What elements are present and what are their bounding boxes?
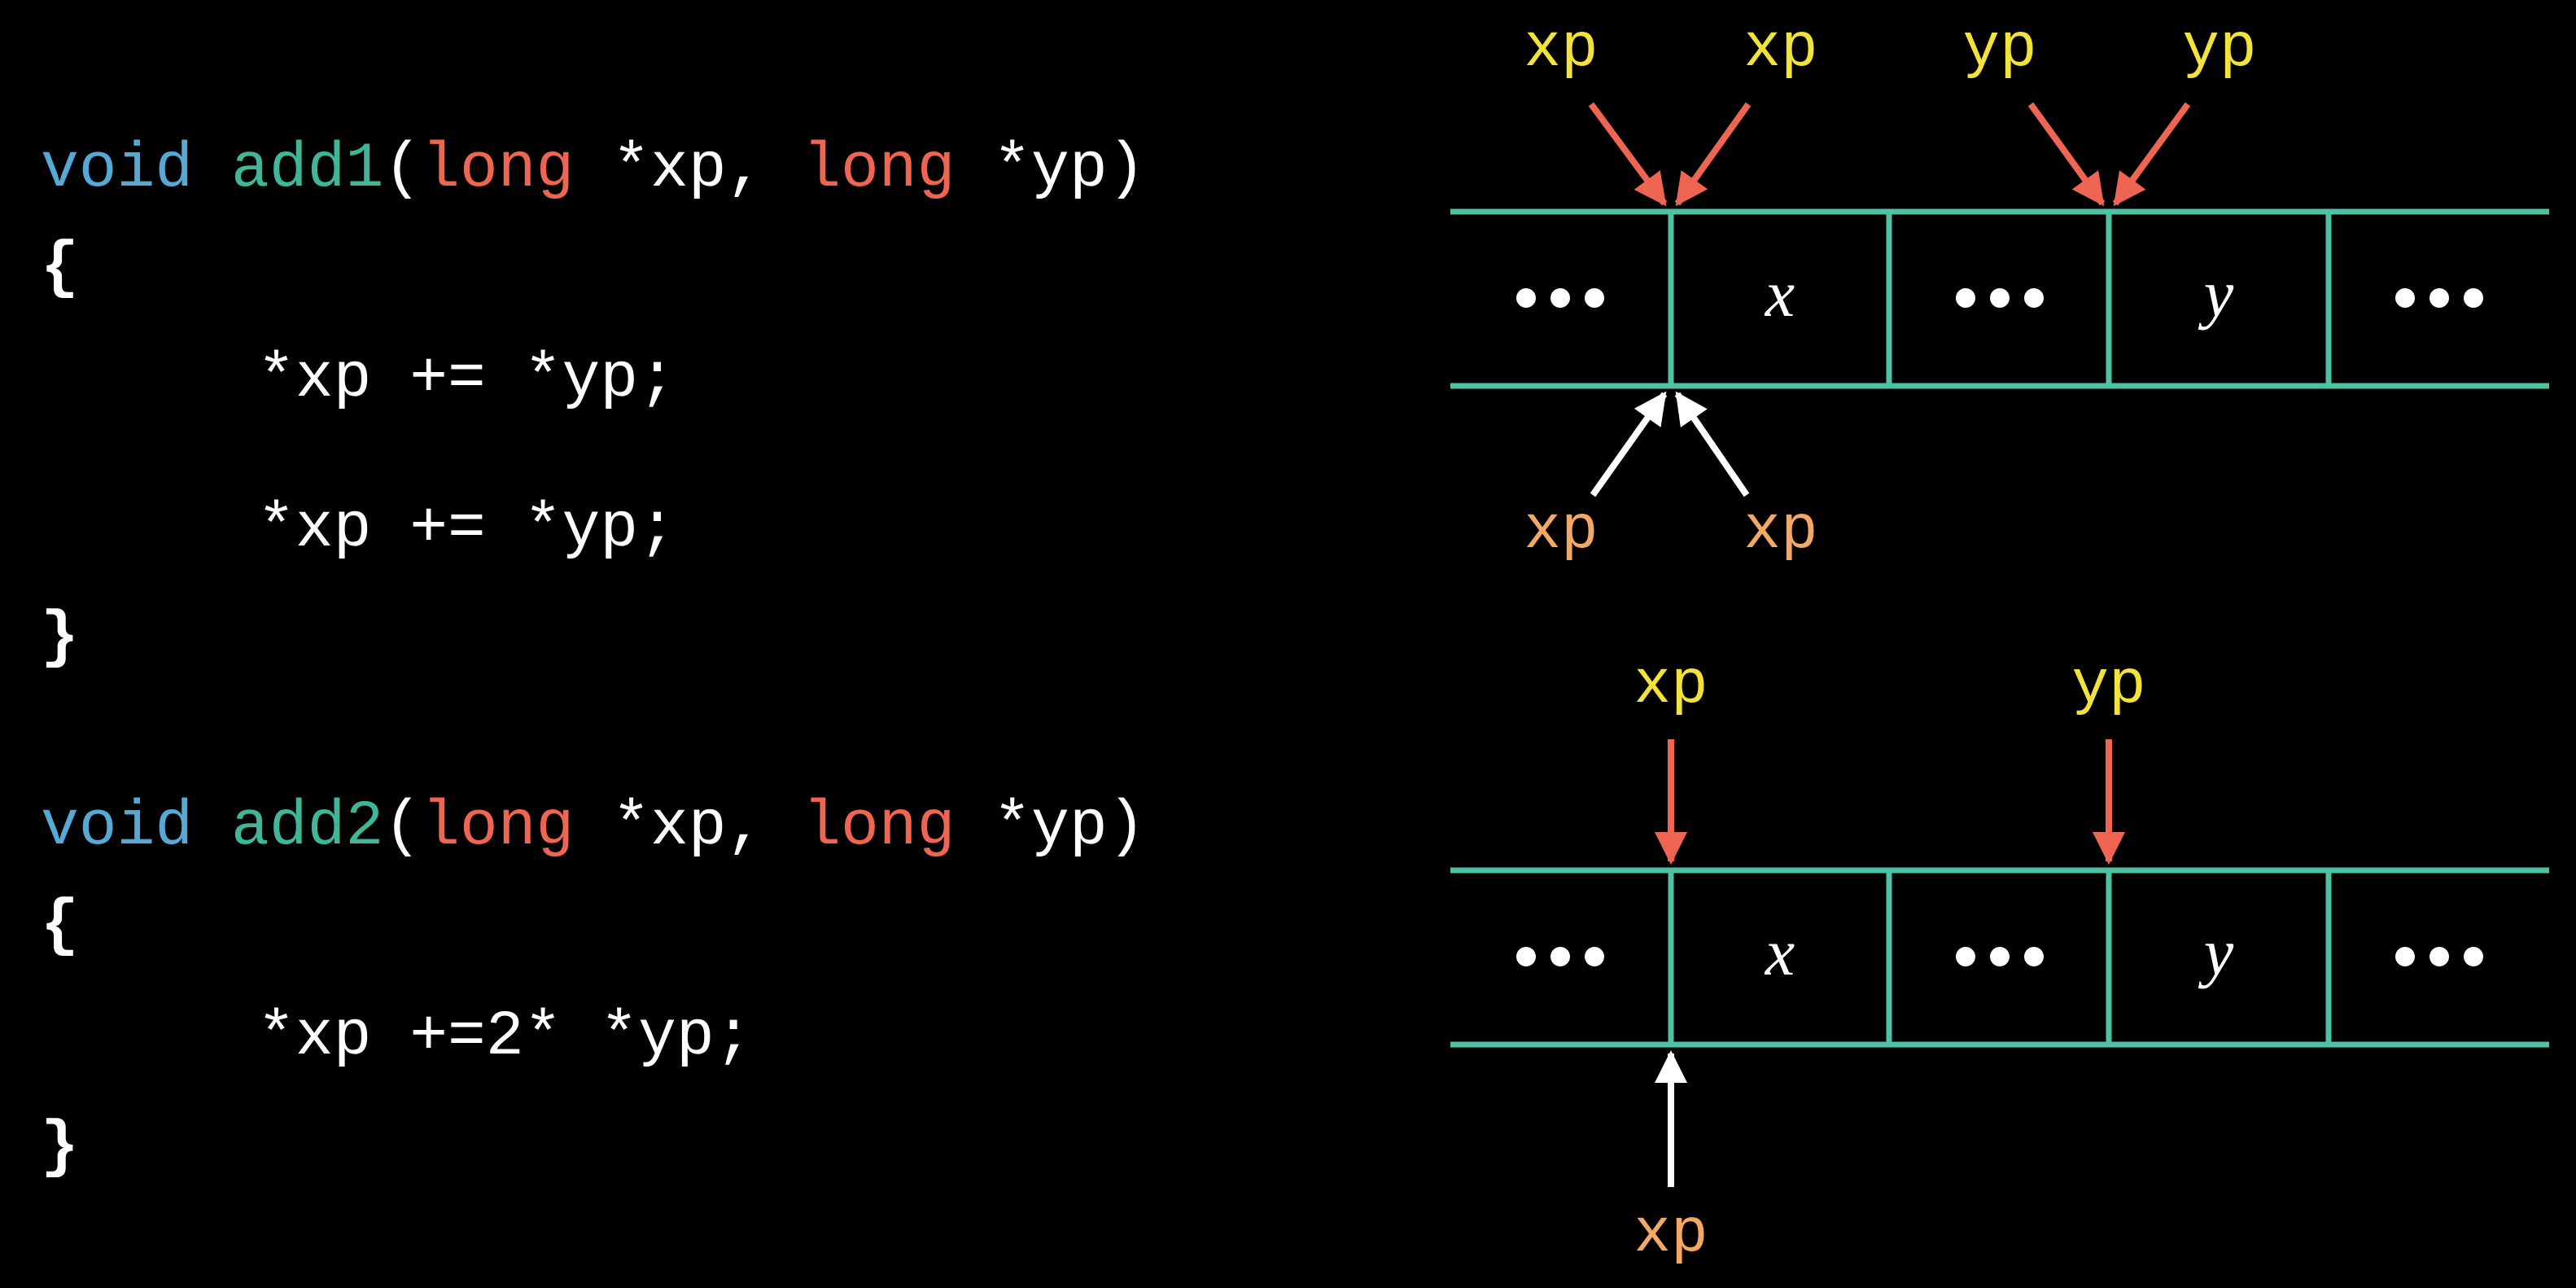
long-keyword: long	[803, 134, 956, 205]
add1-body-line-1: *xp += *yp;	[257, 344, 676, 415]
ellipsis-dot	[1585, 947, 1604, 966]
ellipsis-dot	[2395, 288, 2415, 308]
pointer-label-yp: yp	[1962, 14, 2036, 84]
pointer-arrow	[2112, 102, 2191, 207]
ellipsis-dot	[1516, 947, 1536, 966]
memory-strip	[1450, 208, 2549, 389]
pointer-label-xp: xp	[1634, 1199, 1708, 1269]
long-keyword: long	[422, 134, 575, 205]
ellipsis-dot	[2464, 947, 2483, 966]
ellipsis-cell	[1516, 947, 1604, 966]
ellipsis-dot	[2429, 288, 2449, 308]
ellipsis-dot	[2024, 947, 2044, 966]
pointer-label-yp: yp	[2071, 651, 2145, 721]
ellipsis-dot	[1516, 288, 1536, 308]
pointer-arrow	[1674, 102, 1752, 207]
ellipsis-dot	[1956, 288, 1975, 308]
pointer-arrow	[2027, 102, 2106, 207]
open-paren: (	[383, 134, 422, 205]
ellipsis-cell	[1516, 288, 1604, 308]
ellipsis-cell	[1956, 947, 2044, 966]
ellipsis-cell	[2395, 947, 2483, 966]
cell-x: x	[1765, 256, 1795, 331]
pointer-label-xp: xp	[1634, 651, 1708, 721]
ellipsis-dot	[2464, 288, 2483, 308]
bottom-memory-diagram: x y xp yp xp	[1450, 651, 2549, 1269]
open-paren: (	[383, 791, 422, 863]
add1-close-brace: }	[41, 602, 79, 674]
pointer-arrow	[1674, 391, 1750, 497]
memory-strip	[1450, 867, 2549, 1048]
ellipsis-dot	[1990, 947, 2010, 966]
ellipsis-dot	[1550, 947, 1570, 966]
cell-y: y	[2198, 256, 2234, 331]
pointer-arrow	[1588, 102, 1668, 207]
add1-body-line-2: *xp += *yp;	[257, 493, 676, 565]
long-keyword: long	[803, 791, 956, 863]
pointer-label-xp: xp	[1743, 14, 1817, 84]
code-panel: void add1(long *xp, long *yp) { *xp += *…	[41, 130, 1145, 1184]
add2-body-line-1: *xp +=2* *yp;	[257, 1001, 753, 1073]
ellipsis-dot	[2395, 947, 2415, 966]
ellipsis-dot	[1956, 947, 1975, 966]
cell-y: y	[2198, 915, 2234, 989]
add1-signature: void add1(long *xp, long *yp)	[41, 130, 1145, 208]
long-keyword: long	[422, 791, 575, 863]
add2-signature: void add2(long *xp, long *yp)	[41, 788, 1145, 866]
function-name-add2: add2	[231, 791, 384, 863]
ellipsis-cell	[2395, 288, 2483, 308]
pointer-label-xp: xp	[1524, 496, 1598, 566]
top-memory-diagram: x y xp xp yp yp xp xp	[1450, 14, 2549, 566]
ellipsis-dot	[1585, 288, 1604, 308]
add1-open-brace: {	[41, 233, 79, 304]
ellipsis-dot	[1990, 288, 2010, 308]
param-xp: *xp,	[574, 134, 803, 205]
add2-open-brace: {	[41, 891, 79, 962]
pointer-label-yp: yp	[2182, 14, 2256, 84]
ellipsis-dot	[1550, 288, 1570, 308]
pointer-label-xp: xp	[1743, 496, 1817, 566]
ellipsis-cell	[1956, 288, 2044, 308]
void-keyword: void	[41, 134, 194, 205]
param-yp: *yp)	[955, 791, 1146, 863]
void-keyword: void	[41, 791, 194, 863]
param-yp: *yp)	[955, 134, 1146, 205]
ellipsis-dot	[2429, 947, 2449, 966]
param-xp: *xp,	[574, 791, 803, 863]
cell-x: x	[1765, 915, 1795, 989]
pointer-label-xp: xp	[1524, 14, 1598, 84]
pointer-arrow	[1590, 391, 1668, 497]
ellipsis-dot	[2024, 288, 2044, 308]
function-name-add1: add1	[231, 134, 384, 205]
add2-close-brace: }	[41, 1112, 79, 1184]
